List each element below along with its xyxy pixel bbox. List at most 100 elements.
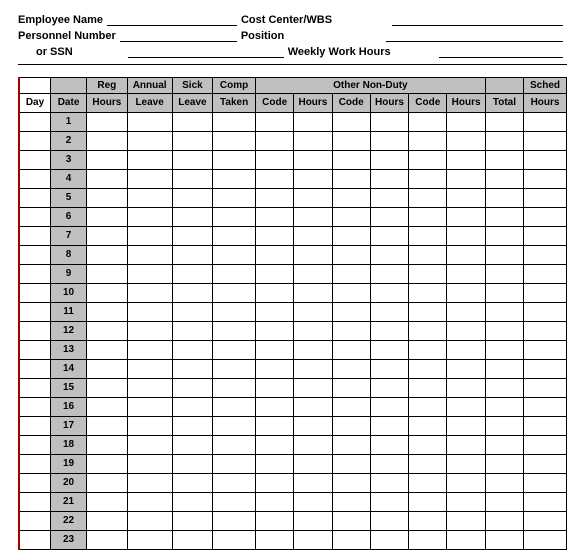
cell-empty[interactable] (409, 170, 447, 189)
cell-empty[interactable] (485, 265, 523, 284)
cell-empty[interactable] (213, 493, 256, 512)
cell-empty[interactable] (447, 151, 485, 170)
cell-empty[interactable] (332, 113, 370, 132)
cell-empty[interactable] (524, 151, 567, 170)
cell-empty[interactable] (409, 341, 447, 360)
cell-empty[interactable] (294, 379, 332, 398)
cell-empty[interactable] (409, 512, 447, 531)
cell-empty[interactable] (332, 436, 370, 455)
cell-empty[interactable] (447, 455, 485, 474)
cell-empty[interactable] (370, 455, 408, 474)
cell-empty[interactable] (213, 512, 256, 531)
cell-empty[interactable] (213, 170, 256, 189)
cell-empty[interactable] (447, 493, 485, 512)
cell-empty[interactable] (485, 284, 523, 303)
cell-empty[interactable] (447, 227, 485, 246)
cell-empty[interactable] (172, 265, 213, 284)
cell-empty[interactable] (213, 474, 256, 493)
cell-empty[interactable] (409, 151, 447, 170)
cell-empty[interactable] (485, 303, 523, 322)
cell-empty[interactable] (87, 455, 128, 474)
cell-empty[interactable] (256, 303, 294, 322)
cell-empty[interactable] (332, 398, 370, 417)
cell-empty[interactable] (172, 246, 213, 265)
cell-empty[interactable] (332, 531, 370, 550)
cell-empty[interactable] (172, 398, 213, 417)
cell-empty[interactable] (370, 132, 408, 151)
cell-empty[interactable] (213, 398, 256, 417)
cell-empty[interactable] (524, 512, 567, 531)
cell-empty[interactable] (127, 132, 172, 151)
cell-empty[interactable] (213, 322, 256, 341)
cell-empty[interactable] (524, 455, 567, 474)
cell-empty[interactable] (485, 322, 523, 341)
cell-empty[interactable] (294, 360, 332, 379)
cell-empty[interactable] (87, 341, 128, 360)
cell-empty[interactable] (485, 246, 523, 265)
cell-empty[interactable] (524, 493, 567, 512)
cell-empty[interactable] (447, 436, 485, 455)
cell-empty[interactable] (485, 512, 523, 531)
cell-empty[interactable] (256, 322, 294, 341)
cell-empty[interactable] (332, 303, 370, 322)
cell-empty[interactable] (524, 436, 567, 455)
cell-empty[interactable] (87, 512, 128, 531)
cell-empty[interactable] (332, 474, 370, 493)
cell-empty[interactable] (370, 322, 408, 341)
cell-empty[interactable] (213, 246, 256, 265)
cell-empty[interactable] (256, 151, 294, 170)
cell-empty[interactable] (87, 151, 128, 170)
cell-empty[interactable] (447, 265, 485, 284)
cell-empty[interactable] (172, 189, 213, 208)
cell-empty[interactable] (524, 170, 567, 189)
cell-empty[interactable] (87, 379, 128, 398)
cell-empty[interactable] (172, 303, 213, 322)
cell-empty[interactable] (213, 303, 256, 322)
cell-empty[interactable] (370, 189, 408, 208)
cell-empty[interactable] (294, 170, 332, 189)
cell-empty[interactable] (485, 189, 523, 208)
cell-empty[interactable] (294, 227, 332, 246)
cell-empty[interactable] (447, 132, 485, 151)
cell-empty[interactable] (409, 474, 447, 493)
cell-empty[interactable] (332, 512, 370, 531)
cell-empty[interactable] (409, 132, 447, 151)
cell-empty[interactable] (409, 493, 447, 512)
cell-empty[interactable] (256, 512, 294, 531)
cell-empty[interactable] (213, 455, 256, 474)
cell-empty[interactable] (447, 398, 485, 417)
cell-empty[interactable] (409, 398, 447, 417)
cell-empty[interactable] (256, 455, 294, 474)
cell-empty[interactable] (370, 436, 408, 455)
cell-empty[interactable] (524, 265, 567, 284)
cell-empty[interactable] (409, 265, 447, 284)
cell-empty[interactable] (447, 170, 485, 189)
cell-empty[interactable] (332, 360, 370, 379)
cell-empty[interactable] (524, 208, 567, 227)
cell-empty[interactable] (256, 360, 294, 379)
cell-empty[interactable] (127, 227, 172, 246)
cell-empty[interactable] (524, 341, 567, 360)
cell-empty[interactable] (409, 208, 447, 227)
cell-empty[interactable] (87, 493, 128, 512)
cell-empty[interactable] (87, 474, 128, 493)
cell-empty[interactable] (485, 417, 523, 436)
cell-empty[interactable] (370, 246, 408, 265)
cell-empty[interactable] (524, 132, 567, 151)
cell-empty[interactable] (485, 360, 523, 379)
cell-empty[interactable] (370, 417, 408, 436)
cell-empty[interactable] (127, 455, 172, 474)
cell-empty[interactable] (256, 246, 294, 265)
cell-empty[interactable] (256, 170, 294, 189)
cell-empty[interactable] (370, 227, 408, 246)
cell-empty[interactable] (294, 284, 332, 303)
cell-empty[interactable] (485, 227, 523, 246)
cell-empty[interactable] (294, 531, 332, 550)
cell-empty[interactable] (87, 531, 128, 550)
cell-empty[interactable] (256, 113, 294, 132)
cell-empty[interactable] (370, 379, 408, 398)
cell-empty[interactable] (256, 379, 294, 398)
cell-empty[interactable] (172, 208, 213, 227)
cell-empty[interactable] (409, 531, 447, 550)
cell-empty[interactable] (485, 170, 523, 189)
